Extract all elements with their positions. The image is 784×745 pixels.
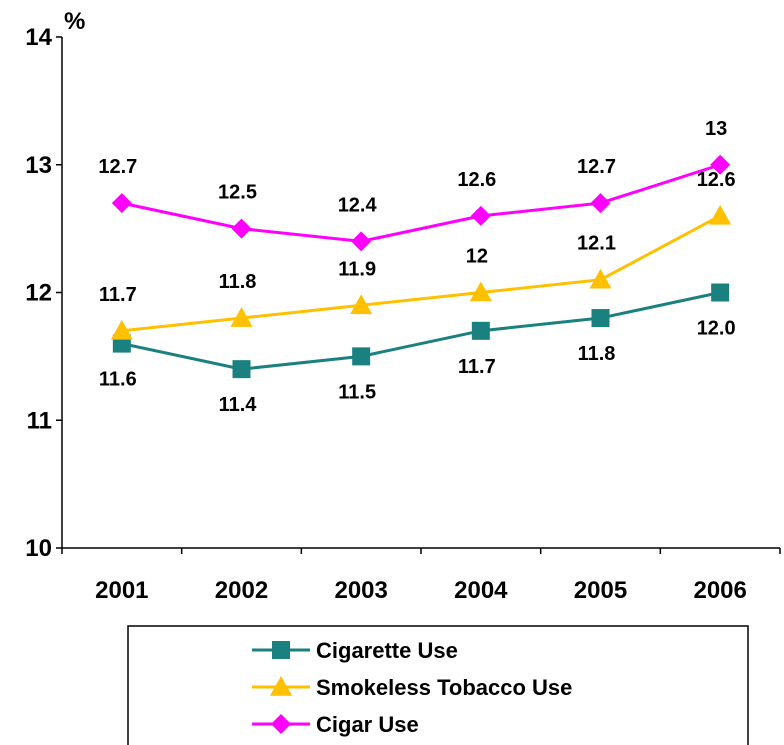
data-point — [110, 319, 133, 340]
legend-label: Cigarette Use — [316, 638, 458, 663]
legend-marker — [272, 641, 290, 659]
data-point — [469, 281, 492, 302]
y-tick-label: 13 — [25, 152, 52, 179]
data-point — [590, 193, 611, 214]
data-point — [111, 193, 132, 214]
y-tick-label: 11 — [27, 407, 52, 434]
data-labels: 11.6 11.4 11.5 11.7 11.8 12.0 11.7 11.8 11.9 12 12… — [98, 118, 735, 416]
series-cigar-use — [111, 154, 731, 252]
x-tick-label: 2003 — [334, 577, 387, 604]
x-tick-label: 2004 — [454, 577, 508, 604]
data-label: 12 — [466, 246, 488, 268]
y-tick-label: 12 — [25, 280, 52, 307]
data-label: 11.7 — [99, 284, 137, 306]
data-point — [589, 268, 612, 289]
data-label: 12.7 — [577, 156, 616, 178]
data-point — [352, 347, 371, 366]
data-label: 12.6 — [697, 169, 736, 191]
data-point — [711, 283, 730, 302]
data-point — [470, 205, 491, 226]
series-line — [121, 291, 721, 371]
x-tick-label: 2001 — [95, 577, 148, 604]
data-label: 11.7 — [458, 356, 496, 378]
legend-label: Cigar Use — [316, 712, 419, 737]
data-label: 11.5 — [338, 381, 376, 403]
series-smokeless-tobacco-use — [110, 204, 732, 340]
data-point — [591, 309, 610, 328]
y-tick-label: 14 — [25, 24, 52, 51]
legend-item: Cigarette Use — [252, 638, 458, 663]
data-label: 12.1 — [577, 233, 616, 255]
data-point — [351, 231, 372, 252]
data-label: 12.0 — [697, 318, 736, 340]
x-tick-label: 2002 — [215, 577, 268, 604]
legend-box — [127, 625, 749, 745]
data-point — [230, 307, 253, 327]
legend-label: Smokeless Tobacco Use — [316, 675, 572, 700]
data-point — [350, 294, 373, 315]
legend-marker — [270, 676, 292, 696]
y-axis-unit-label: % — [64, 8, 85, 35]
data-point — [232, 360, 251, 379]
data-label: 11.9 — [338, 258, 376, 280]
data-label: 11.4 — [219, 394, 258, 416]
series-layer — [110, 154, 732, 379]
series-line — [121, 163, 721, 243]
data-label: 11.8 — [578, 343, 616, 365]
x-tick-label: 2005 — [574, 577, 627, 604]
data-label: 12.4 — [338, 194, 378, 216]
y-tick-label: 10 — [25, 535, 52, 562]
data-point — [709, 204, 732, 225]
legend: Cigarette Use Smokeless Tobacco Use Cigar … — [127, 625, 749, 745]
data-point — [231, 218, 252, 239]
data-label: 12.6 — [457, 169, 496, 191]
data-point — [471, 321, 490, 340]
data-label: 12.5 — [218, 182, 257, 204]
data-point — [710, 154, 731, 175]
legend-item: Cigar Use — [252, 712, 419, 737]
data-label: 12.7 — [98, 156, 137, 178]
series-line — [121, 214, 721, 333]
series-cigarette-use — [112, 283, 730, 379]
x-tick-label: 2006 — [693, 577, 746, 604]
legend-marker — [271, 714, 291, 734]
legend-item: Smokeless Tobacco Use — [252, 675, 572, 700]
axes: 10 11 12 13 14% 2001 2002 2003 2004 2005 2006 — [25, 8, 781, 604]
data-label: 11.8 — [219, 271, 257, 293]
data-label: 13 — [705, 118, 727, 140]
data-label: 11.6 — [99, 369, 137, 391]
